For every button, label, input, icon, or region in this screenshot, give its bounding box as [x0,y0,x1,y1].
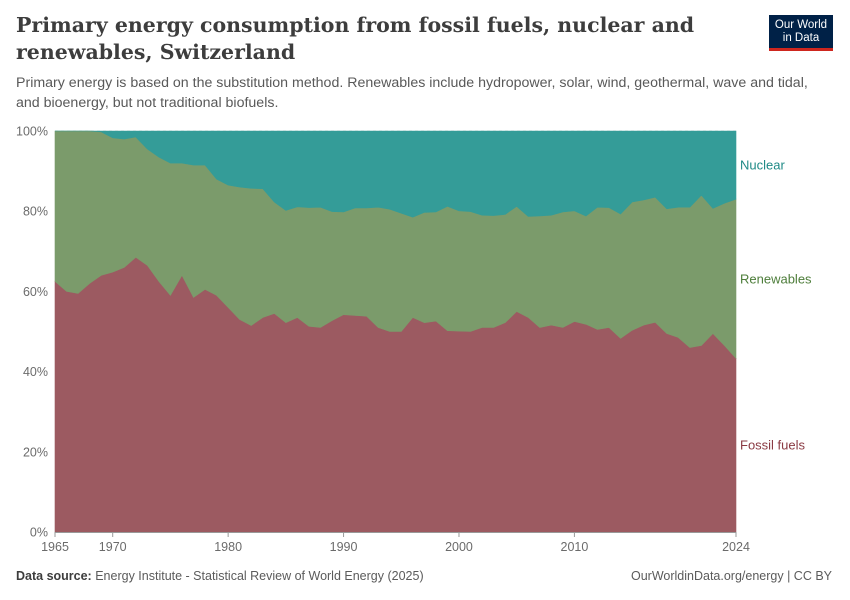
footer-link[interactable]: OurWorldinData.org/energy | CC BY [630,569,832,583]
y-tick-label: 40% [23,365,48,379]
y-tick-label: 100% [16,125,48,139]
areas [54,130,737,533]
x-tick-label: 2010 [561,540,589,554]
owid-logo[interactable]: Our World in Data [769,15,833,51]
y-tick-label: 20% [23,445,48,459]
logo-line-2: in Data [782,31,820,44]
logo-line-1: Our World [774,19,828,31]
y-tick-label: 60% [23,285,48,299]
x-tick-label: 2024 [722,540,750,554]
area-nuclear[interactable] [55,130,737,218]
x-axis: 1965 1970 1980 1990 2000 2010 2024 [41,532,750,554]
x-tick-label: 2000 [445,540,473,554]
data-source: Data source: Energy Institute - Statisti… [16,569,424,583]
label-nuclear: Nuclear [740,158,785,173]
label-fossil-fuels: Fossil fuels [740,438,806,453]
y-tick-label: 0% [30,526,48,540]
data-source-label: Data source: [16,569,92,583]
x-tick-label: 1965 [41,540,69,554]
chart-title: Primary energy consumption from fossil f… [16,13,695,64]
data-source-text[interactable]: Energy Institute - Statistical Review of… [95,569,424,583]
series-labels: Nuclear Renewables Fossil fuels [740,158,812,453]
label-renewables: Renewables [740,271,812,286]
x-tick-label: 1990 [330,540,358,554]
x-tick-label: 1970 [99,540,127,554]
y-tick-label: 80% [23,205,48,219]
y-axis: 0% 20% 40% 60% 80% 100% [16,125,48,540]
chart-subtitle: Primary energy is based on the substitut… [16,75,808,111]
x-tick-label: 1980 [214,540,242,554]
